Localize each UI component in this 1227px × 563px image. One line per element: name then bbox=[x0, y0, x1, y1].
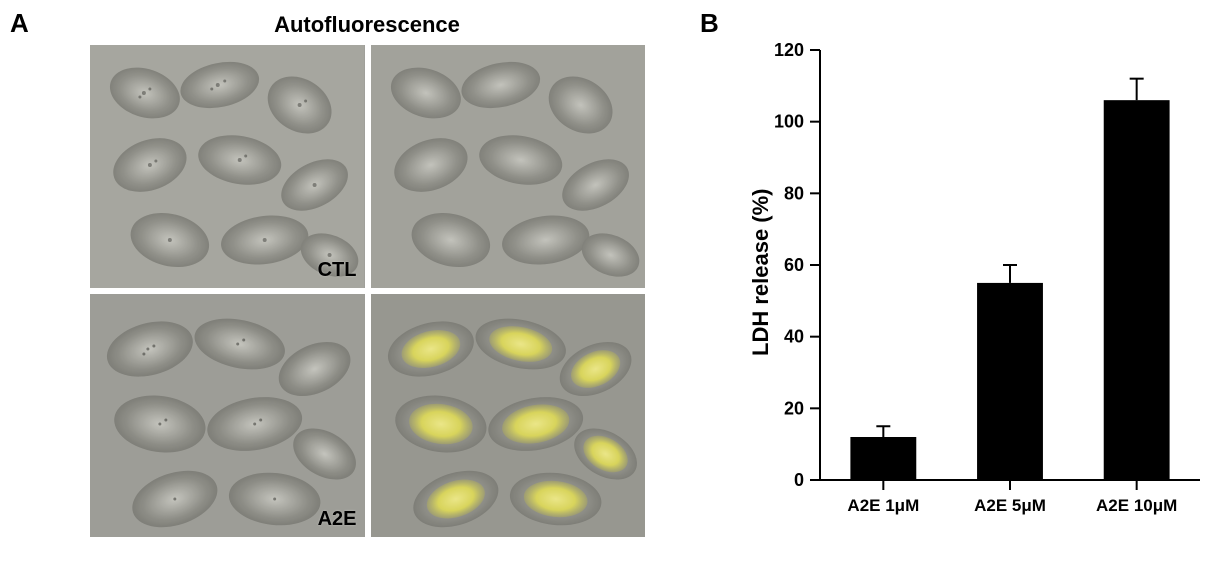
bar-chart-svg: 0 20 40 60 80 100 120 A2E 1μM A2E 5μM A2E 10μM bbox=[0, 0, 1227, 558]
y-axis-label: LDH release (%) bbox=[748, 188, 774, 356]
y-tick-label: 40 bbox=[784, 327, 804, 347]
y-tick-label: 60 bbox=[784, 255, 804, 275]
bar bbox=[850, 437, 916, 480]
y-tick-label: 0 bbox=[794, 470, 804, 490]
x-tick-label: A2E 10μM bbox=[1096, 496, 1177, 515]
bar bbox=[1104, 100, 1170, 480]
bar-chart: 0 20 40 60 80 100 120 A2E 1μM A2E 5μM A2E 10μM LD… bbox=[0, 0, 1227, 558]
bar bbox=[977, 283, 1043, 480]
x-tick-label: A2E 5μM bbox=[974, 496, 1046, 515]
figure-root: A Autofluorescence bbox=[0, 0, 1227, 558]
x-tick-label: A2E 1μM bbox=[847, 496, 919, 515]
y-tick-label: 120 bbox=[774, 40, 804, 60]
y-tick-label: 100 bbox=[774, 112, 804, 132]
y-tick-label: 20 bbox=[784, 398, 804, 418]
y-tick-label: 80 bbox=[784, 183, 804, 203]
